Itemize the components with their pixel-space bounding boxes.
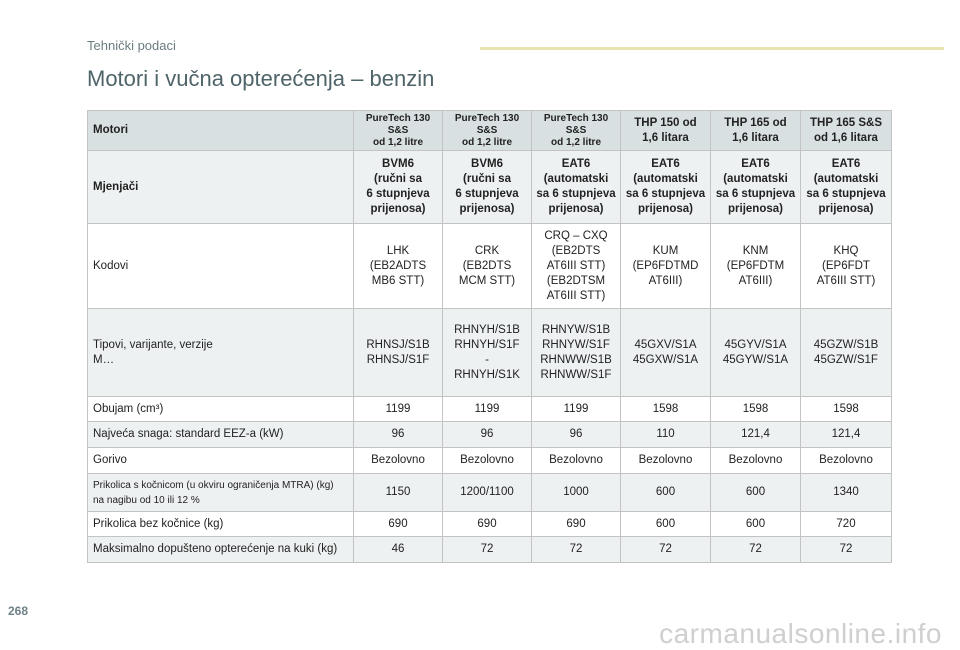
cell-type: 45GXV/S1A 45GXW/S1A (620, 308, 711, 397)
watermark-text: carmanualsonline.info (659, 618, 942, 649)
cell-power: 121,4 (710, 421, 801, 448)
cell-gearbox: EAT6 (automatski sa 6 stupnjeva prijenos… (710, 150, 801, 224)
table-row-unbraked-trailer: Prikolica bez kočnice (kg) 690 690 690 6… (87, 511, 892, 537)
cell-braked-trailer: 1200/1100 (442, 473, 532, 512)
cell-gearbox: EAT6 (automatski sa 6 stupnjeva prijenos… (531, 150, 621, 224)
cell-unbraked-trailer: 600 (710, 511, 801, 537)
row-label: Gorivo (87, 447, 354, 474)
cell-braked-trailer: 1000 (531, 473, 621, 512)
header-label: Motori (87, 110, 354, 151)
cell-code: LHK (EB2ADTS MB6 STT) (353, 223, 443, 309)
table-row-fuel: Gorivo Bezolovno Bezolovno Bezolovno Bez… (87, 447, 892, 474)
cell-fuel: Bezolovno (531, 447, 621, 474)
cell-gearbox: BVM6 (ručni sa 6 stupnjeva prijenosa) (442, 150, 532, 224)
cell-towbar-load: 72 (442, 536, 532, 563)
cell-gearbox: BVM6 (ručni sa 6 stupnjeva prijenosa) (353, 150, 443, 224)
section-label: Tehnički podaci (87, 38, 176, 53)
cell-unbraked-trailer: 720 (800, 511, 892, 537)
header-engine: THP 165 od 1,6 litara (710, 110, 801, 151)
page-title: Motori i vučna opterećenja – benzin (87, 66, 435, 91)
row-label: Prikolica s kočnicom (u okviru ograničen… (87, 473, 354, 512)
row-label: Obujam (cm³) (87, 396, 354, 422)
cell-towbar-load: 72 (620, 536, 711, 563)
cell-type: RHNYW/S1B RHNYW/S1F RHNWW/S1B RHNWW/S1F (531, 308, 621, 397)
cell-power: 121,4 (800, 421, 892, 448)
cell-braked-trailer: 1150 (353, 473, 443, 512)
cell-fuel: Bezolovno (442, 447, 532, 474)
header-engine: THP 150 od 1,6 litara (620, 110, 711, 151)
cell-towbar-load: 46 (353, 536, 443, 563)
table-row-codes: Kodovi LHK (EB2ADTS MB6 STT) CRK (EB2DTS… (87, 223, 892, 309)
cell-braked-trailer: 1340 (800, 473, 892, 512)
row-label: Kodovi (87, 223, 354, 309)
cell-displacement: 1598 (800, 396, 892, 422)
engine-spec-table: Motori PureTech 130 S&S od 1,2 litre Pur… (87, 110, 892, 563)
cell-displacement: 1598 (710, 396, 801, 422)
cell-code: CRK (EB2DTS MCM STT) (442, 223, 532, 309)
cell-fuel: Bezolovno (353, 447, 443, 474)
table-row-gearbox: Mjenjači BVM6 (ručni sa 6 stupnjeva prij… (87, 150, 892, 224)
cell-unbraked-trailer: 600 (620, 511, 711, 537)
header-engine: PureTech 130 S&S od 1,2 litre (442, 110, 532, 151)
row-label: Prikolica bez kočnice (kg) (87, 511, 354, 537)
cell-power: 110 (620, 421, 711, 448)
page-number: 268 (8, 604, 29, 618)
cell-power: 96 (442, 421, 532, 448)
section-divider (480, 47, 944, 50)
table-row-braked-trailer: Prikolica s kočnicom (u okviru ograničen… (87, 473, 892, 512)
cell-code: KHQ (EP6FDT AT6III STT) (800, 223, 892, 309)
row-label: Mjenjači (87, 150, 354, 224)
cell-power: 96 (353, 421, 443, 448)
cell-gearbox: EAT6 (automatski sa 6 stupnjeva prijenos… (620, 150, 711, 224)
cell-unbraked-trailer: 690 (442, 511, 532, 537)
cell-displacement: 1199 (442, 396, 532, 422)
header-engine: PureTech 130 S&S od 1,2 litre (531, 110, 621, 151)
cell-braked-trailer: 600 (710, 473, 801, 512)
cell-towbar-load: 72 (800, 536, 892, 563)
cell-fuel: Bezolovno (710, 447, 801, 474)
cell-type: 45GYV/S1A 45GYW/S1A (710, 308, 801, 397)
cell-fuel: Bezolovno (620, 447, 711, 474)
cell-fuel: Bezolovno (800, 447, 892, 474)
row-label: Tipovi, varijante, verzije M… (87, 308, 354, 397)
cell-type: RHNYH/S1B RHNYH/S1F - RHNYH/S1K (442, 308, 532, 397)
cell-code: KNM (EP6FDTM AT6III) (710, 223, 801, 309)
header-engine: THP 165 S&S od 1,6 litara (800, 110, 892, 151)
cell-code: CRQ – CXQ (EB2DTS AT6III STT) (EB2DTSM A… (531, 223, 621, 309)
table-row-types: Tipovi, varijante, verzije M… RHNSJ/S1B … (87, 308, 892, 397)
table-row-towbar-load: Maksimalno dopušteno opterećenje na kuki… (87, 536, 892, 563)
cell-gearbox: EAT6 (automatski sa 6 stupnjeva prijenos… (800, 150, 892, 224)
cell-towbar-load: 72 (710, 536, 801, 563)
cell-unbraked-trailer: 690 (531, 511, 621, 537)
cell-type: RHNSJ/S1B RHNSJ/S1F (353, 308, 443, 397)
header-engine: PureTech 130 S&S od 1,2 litre (353, 110, 443, 151)
cell-towbar-load: 72 (531, 536, 621, 563)
cell-power: 96 (531, 421, 621, 448)
cell-displacement: 1199 (531, 396, 621, 422)
table-row-power: Najveća snaga: standard EEZ-a (kW) 96 96… (87, 421, 892, 448)
table-row-displacement: Obujam (cm³) 1199 1199 1199 1598 1598 15… (87, 396, 892, 422)
row-label: Najveća snaga: standard EEZ-a (kW) (87, 421, 354, 448)
row-label: Maksimalno dopušteno opterećenje na kuki… (87, 536, 354, 563)
table-header-row: Motori PureTech 130 S&S od 1,2 litre Pur… (87, 110, 892, 151)
cell-displacement: 1598 (620, 396, 711, 422)
cell-unbraked-trailer: 690 (353, 511, 443, 537)
cell-type: 45GZW/S1B 45GZW/S1F (800, 308, 892, 397)
cell-braked-trailer: 600 (620, 473, 711, 512)
cell-displacement: 1199 (353, 396, 443, 422)
cell-code: KUM (EP6FDTMD AT6III) (620, 223, 711, 309)
